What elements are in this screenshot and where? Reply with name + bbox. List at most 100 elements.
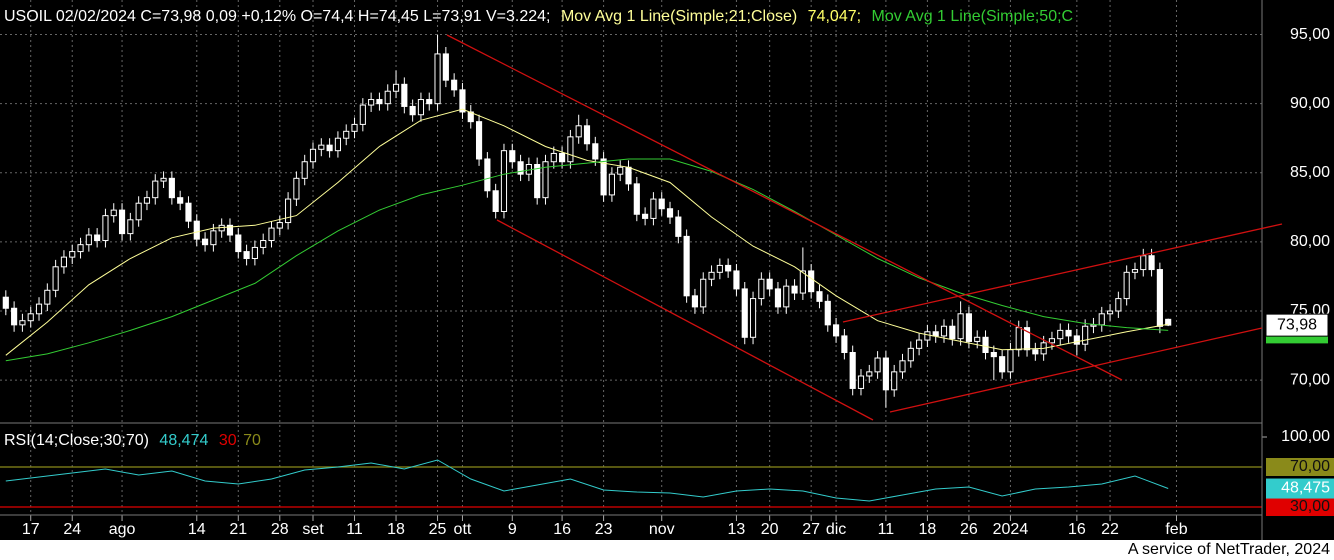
x-tick-label: 13 (728, 521, 746, 538)
candle-body (376, 99, 383, 105)
candle-body (774, 288, 782, 308)
candle-body (542, 161, 549, 199)
candle-body (666, 208, 674, 218)
candle-body (849, 352, 856, 389)
candle-body (916, 339, 923, 349)
x-tick-label: 23 (595, 521, 613, 538)
x-tick-label: 16 (553, 521, 571, 538)
candle-body (442, 53, 449, 81)
candle-body (650, 198, 657, 219)
candle-body (293, 177, 300, 200)
candle-body (550, 152, 557, 163)
candle-body (1148, 255, 1155, 271)
candle-body (1165, 318, 1172, 326)
candle-body (118, 209, 126, 235)
candle-body (824, 300, 831, 326)
candle-body (783, 285, 790, 308)
background (0, 0, 1334, 540)
header-text: USOIL 02/02/2024 C=73,98 0,09 +0,12% O=7… (4, 8, 551, 25)
candle-body (85, 234, 92, 246)
candle-body (567, 136, 574, 163)
trend-line (496, 219, 874, 421)
candle-body (475, 121, 483, 160)
candle-body (52, 266, 59, 291)
footer-text: A service of NetTrader, 2024 (1128, 541, 1330, 558)
candle-body (492, 190, 499, 213)
candle-body (160, 177, 167, 182)
rsi-name: RSI(14;Close;30;70) (4, 432, 149, 449)
candle-body (1007, 349, 1014, 373)
candle-body (833, 324, 840, 337)
candle-body (625, 166, 632, 185)
candle-body (1123, 271, 1130, 300)
labels-layer: 17 24 ago 14 21 28 set 11 18 25 ott 9 16 23 nov 13 20 27 d… (22, 26, 1334, 538)
x-tick-label: 16 (1068, 521, 1086, 538)
candle-body (1082, 325, 1089, 345)
candle-body (675, 216, 682, 237)
candle-body (135, 202, 142, 221)
candle-body (1073, 335, 1080, 345)
x-tick-label: ott (454, 521, 472, 538)
candle-body (426, 99, 433, 105)
x-tick-label: 11 (878, 521, 895, 538)
candle-body (276, 222, 283, 229)
candle-body (708, 271, 715, 280)
legend-header: USOIL 02/02/2024 C=73,98 0,09 +0,12% O=7… (4, 8, 1073, 25)
candle-body (268, 227, 275, 242)
candle-body (343, 130, 350, 139)
candle-body (999, 356, 1006, 373)
y-tick-label: 70,00 (1290, 371, 1330, 388)
y-tick-label: 80,00 (1290, 233, 1330, 250)
candle-body (210, 230, 217, 246)
candle-body (899, 360, 906, 373)
candle-body (434, 53, 441, 105)
candle-body (965, 313, 972, 342)
candle-body (35, 303, 43, 315)
x-tick-label: ago (109, 521, 136, 538)
rsi-last-label: 48,474 (159, 432, 208, 449)
x-tick-label: 22 (1101, 521, 1119, 538)
candle-body (866, 371, 873, 377)
candle-body (1115, 298, 1122, 312)
candle-body (642, 213, 649, 219)
rsi-level-tag (1266, 498, 1334, 516)
candle-body (600, 158, 607, 196)
x-tick-label: 26 (960, 521, 978, 538)
candle-body (733, 270, 740, 290)
ma-name: Mov Avg 1 Line(Simple;21;Close) (561, 8, 797, 25)
candle-body (517, 161, 524, 175)
candle-body (1015, 327, 1022, 351)
candle-body (27, 313, 34, 322)
candle-body (285, 198, 292, 224)
rsi-level-label: 70,00 (1290, 458, 1330, 475)
x-tick-label: 9 (508, 521, 517, 538)
candle-body (1023, 327, 1031, 351)
candle-body (608, 173, 615, 196)
candle-body (235, 234, 242, 253)
candle-body (351, 123, 358, 132)
candle-body (882, 357, 889, 391)
candle-body (534, 164, 541, 199)
rsi-header: RSI(14;Close;30;70) 48,474 30 70 (4, 432, 261, 449)
moving-average-line (5, 108, 1169, 356)
candle-body (949, 325, 956, 340)
y-tick-label: 95,00 (1290, 26, 1330, 43)
candle-body (1065, 329, 1072, 337)
candle-body (185, 202, 192, 222)
candle-body (401, 83, 408, 107)
candle-body (1106, 310, 1114, 315)
candle-body (417, 99, 425, 116)
candle-body (177, 197, 184, 204)
candle-body (907, 347, 914, 362)
candle-body (60, 256, 68, 268)
candle-body (808, 270, 815, 293)
x-tick-label: dic (826, 521, 846, 538)
candle-body (409, 105, 416, 116)
rsi-tag (1266, 478, 1334, 499)
candle-body (309, 148, 317, 163)
candle-body (334, 137, 341, 152)
candle-body (940, 325, 948, 337)
candle-body (110, 209, 117, 217)
candle-body (44, 289, 51, 305)
candle-body (451, 79, 458, 91)
